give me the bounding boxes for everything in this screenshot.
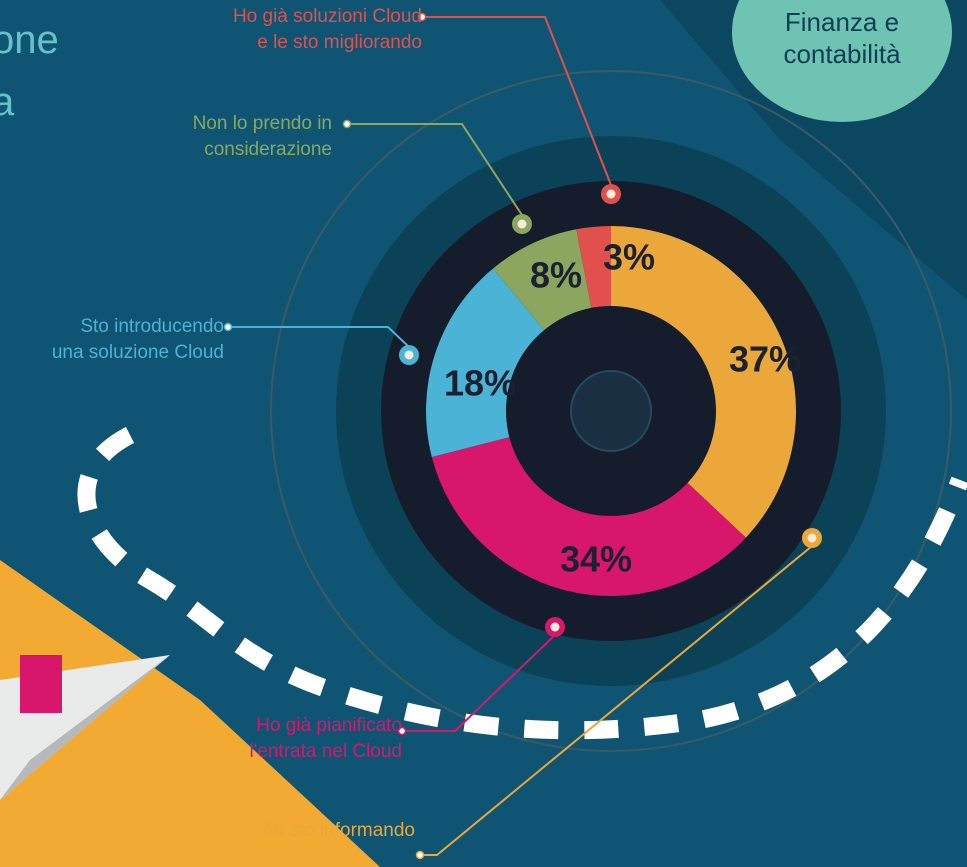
value-label: 3% — [603, 237, 655, 278]
category-label: Sto introducendo una soluzione Cloud — [0, 314, 224, 366]
leader-dot-center — [518, 220, 527, 229]
category-label: Mi sto informando — [205, 818, 415, 844]
category-label: Ho già soluzioni Cloud e le sto migliora… — [150, 4, 422, 56]
leader-dot-center — [808, 534, 817, 543]
leader-dot-center — [551, 623, 560, 632]
value-label: 18% — [444, 363, 516, 404]
leader-start — [344, 121, 351, 128]
value-label: 8% — [530, 255, 582, 296]
category-label: Non lo prendo in considerazione — [100, 111, 332, 163]
value-label: 34% — [560, 539, 632, 580]
document-icon — [20, 655, 62, 713]
leader-dot-center — [607, 190, 616, 199]
infographic: 37%34%18%8%3% one a Finanza e contabilit… — [0, 0, 967, 867]
leader-start — [225, 324, 232, 331]
value-label: 37% — [729, 339, 801, 380]
heading: a — [0, 76, 14, 128]
leader-start — [417, 852, 424, 859]
leader-dot-center — [405, 351, 414, 360]
heading: one — [0, 14, 59, 66]
category-label: Ho già pianificato l'entrata nel Cloud — [172, 713, 402, 765]
center — [571, 371, 651, 451]
